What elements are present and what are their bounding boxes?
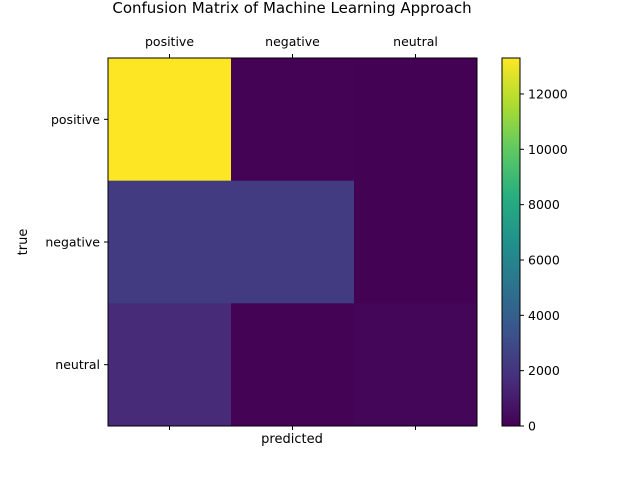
x-tick-label: positive bbox=[145, 34, 194, 49]
heatmap-cell-neutral-negative bbox=[231, 303, 355, 427]
chart-title: Confusion Matrix of Machine Learning App… bbox=[112, 0, 471, 17]
heatmap-cell-negative-positive bbox=[108, 180, 232, 304]
heatmap-cells bbox=[108, 58, 478, 427]
heatmap-cell-neutral-neutral bbox=[354, 303, 478, 427]
y-tick-label: neutral bbox=[55, 357, 100, 372]
x-tick-label: neutral bbox=[393, 34, 438, 49]
y-tick-label: negative bbox=[45, 235, 100, 250]
colorbar-tick-label: 12000 bbox=[528, 86, 568, 101]
y-axis-label: true bbox=[16, 229, 31, 256]
heatmap-cell-neutral-positive bbox=[108, 303, 232, 427]
y-ticks: positive negative neutral bbox=[45, 112, 108, 372]
x-tick-label: negative bbox=[265, 34, 320, 49]
heatmap-cell-positive-negative bbox=[231, 58, 355, 182]
colorbar-tick-label: 4000 bbox=[528, 308, 560, 323]
colorbar-ticks: 0 2000 4000 6000 8000 10000 12000 bbox=[520, 86, 568, 434]
colorbar-tick-label: 8000 bbox=[528, 197, 560, 212]
x-ticks: positive negative neutral bbox=[145, 34, 438, 430]
heatmap-cell-negative-neutral bbox=[354, 180, 478, 304]
y-tick-label: positive bbox=[51, 112, 100, 127]
colorbar-tick-label: 10000 bbox=[528, 142, 568, 157]
heatmap-cell-positive-positive bbox=[108, 58, 232, 182]
colorbar-tick-label: 0 bbox=[528, 419, 536, 434]
colorbar-tick-label: 2000 bbox=[528, 363, 560, 378]
colorbar-tick-label: 6000 bbox=[528, 252, 560, 267]
heatmap-cell-positive-neutral bbox=[354, 58, 478, 182]
x-axis-label: predicted bbox=[261, 432, 323, 447]
colorbar bbox=[501, 57, 521, 427]
heatmap-cell-negative-negative bbox=[231, 180, 355, 304]
